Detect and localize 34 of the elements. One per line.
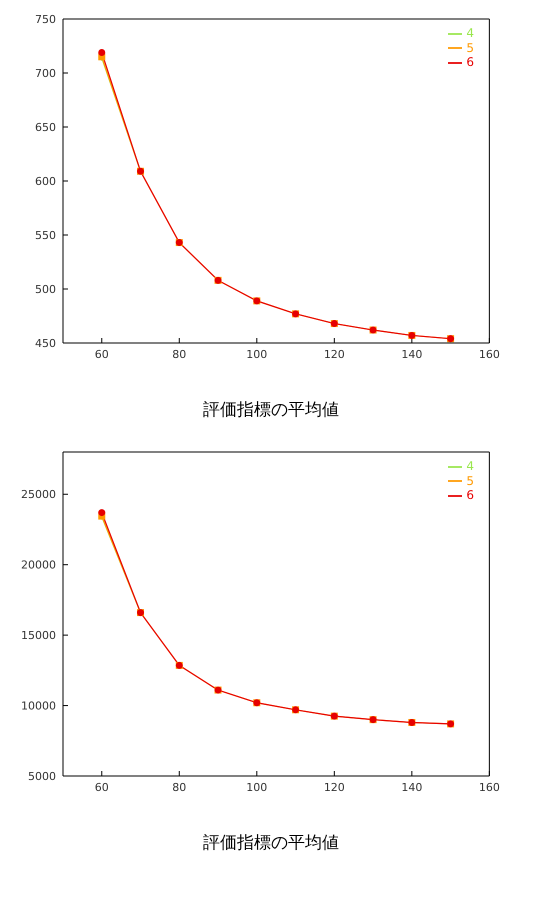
- legend-label: 6: [466, 488, 474, 502]
- x-tick-label: 140: [401, 348, 422, 361]
- x-tick-label: 140: [401, 780, 422, 794]
- point: [98, 48, 106, 56]
- x-tick-label: 60: [94, 780, 109, 794]
- point: [98, 509, 106, 516]
- x-tick-label: 80: [172, 780, 186, 794]
- y-tick-label: 700: [35, 66, 56, 80]
- y-tick-label: 20000: [21, 558, 56, 572]
- legend-label: 5: [466, 40, 474, 55]
- text: 評価指標の平均値: [202, 832, 340, 854]
- y-tick-label: 650: [35, 120, 56, 134]
- text: 評価指標の平均値: [202, 399, 340, 421]
- y-tick-label: 450: [35, 336, 56, 350]
- legend-label: 4: [466, 26, 474, 40]
- y-tick-label: 10000: [21, 699, 56, 712]
- x-tick-label: 60: [94, 348, 109, 361]
- y-tick-label: 600: [35, 174, 56, 188]
- y-tick-label: 15000: [21, 629, 56, 642]
- y-tick-label: 500: [35, 282, 56, 296]
- y-tick-label: 750: [35, 12, 56, 26]
- x-tick-label: 160: [478, 348, 500, 361]
- x-tick-label: 100: [246, 348, 268, 361]
- x-tick-label: 100: [246, 780, 268, 794]
- x-tick-label: 160: [478, 780, 500, 794]
- y-tick-label: 25000: [21, 488, 56, 502]
- x-tick-label: 120: [324, 780, 345, 794]
- y-tick-label: 550: [35, 228, 56, 242]
- x-tick-label: 80: [172, 348, 186, 361]
- y-tick-label: 5000: [28, 770, 56, 783]
- legend-label: 6: [466, 55, 474, 70]
- legend-label: 4: [466, 459, 474, 473]
- x-tick-label: 120: [324, 348, 345, 361]
- legend-label: 5: [466, 474, 474, 488]
